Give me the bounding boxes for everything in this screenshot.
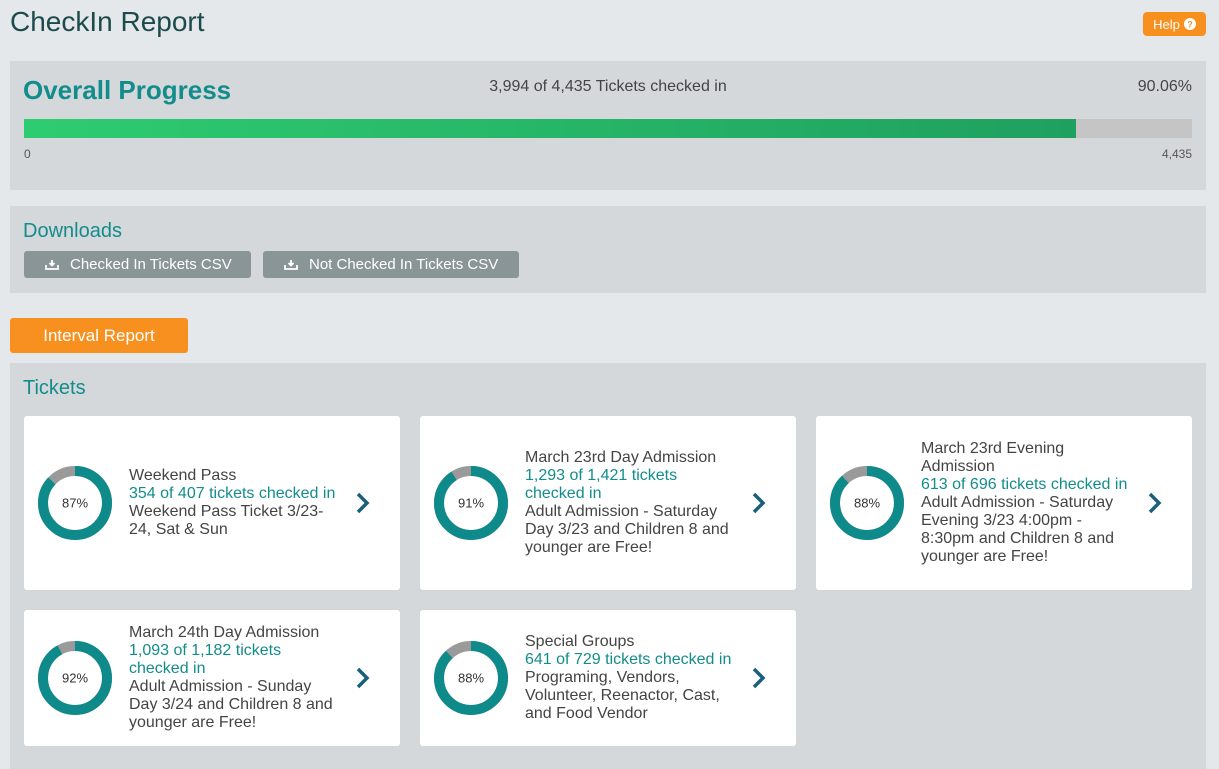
download-icon: [284, 259, 298, 270]
chevron-path: [752, 492, 766, 514]
progress-ring: 88%: [830, 466, 904, 540]
ticket-checked: 641 of 729 tickets checked in: [525, 651, 732, 668]
chevron[interactable]: [352, 665, 372, 691]
ring-label: 88%: [458, 671, 484, 686]
page-title: CheckIn Report: [10, 6, 205, 37]
tickets-panel: Tickets 87% Weekend Pass 354 of 407 ticket…: [10, 363, 1206, 769]
download-icon: [45, 259, 59, 270]
download-button[interactable]: Checked In Tickets CSV: [24, 251, 251, 278]
download-label: Not Checked In Tickets CSV: [309, 256, 499, 273]
ticket-name: March 23rd Day Admission: [525, 449, 717, 466]
chevron[interactable]: [748, 490, 768, 516]
ticket-text: Weekend Pass 354 of 407 tickets checked i…: [129, 467, 344, 539]
progress-fill: [24, 119, 1076, 138]
ring-fill: [434, 466, 508, 540]
progress-ring: 87%: [38, 466, 112, 540]
ring-fill: [38, 641, 112, 715]
ticket-checked: 1,093 of 1,182 tickets checked in: [129, 642, 282, 677]
overall-panel: Overall Progress 3,994 of 4,435 Tickets …: [10, 61, 1206, 190]
ticket-checked: 1,293 of 1,421 tickets checked in: [525, 467, 678, 502]
ticket-description: Weekend Pass Ticket 3/23-24, Sat & Sun: [129, 503, 324, 538]
progress-ring: 92%: [38, 641, 112, 715]
help-icon: ?: [1183, 18, 1196, 30]
downloads-panel: Downloads Checked In Tickets CSV Not Che…: [10, 206, 1206, 293]
ticket-name: March 24th Day Admission: [129, 624, 320, 641]
ticket-card[interactable]: 92% March 24th Day Admission 1,093 of 1,18…: [24, 610, 400, 746]
ticket-description: Adult Admission - Sunday Day 3/24 and Ch…: [129, 678, 333, 731]
chevron[interactable]: [1144, 490, 1164, 516]
ticket-description: Adult Admission - Saturday Evening 3/23 …: [921, 494, 1115, 565]
help-button[interactable]: Help?: [1143, 12, 1206, 36]
overall-title: Overall Progress: [23, 75, 232, 105]
chevron-path: [356, 667, 370, 689]
chevron-path: [356, 492, 370, 514]
progress-ring: 91%: [434, 466, 508, 540]
download-label: Checked In Tickets CSV: [70, 256, 232, 273]
ring-fill: [38, 466, 112, 540]
ring-label: 88%: [854, 496, 880, 511]
progress-track: [24, 119, 1192, 138]
ring-fill: [434, 641, 508, 715]
downloads-title: Downloads: [23, 220, 122, 242]
ticket-name: Weekend Pass: [129, 467, 237, 484]
help-label: Help: [1153, 16, 1180, 32]
overall-summary: 3,994 of 4,435 Tickets checked in: [489, 78, 727, 95]
ticket-description: Adult Admission - Saturday Day 3/23 and …: [525, 503, 729, 556]
ring-label: 91%: [458, 496, 484, 511]
svg-text:?: ?: [1187, 20, 1193, 30]
progress-ring: 88%: [434, 641, 508, 715]
overall-percent: 90.06%: [1137, 78, 1192, 95]
ring-label: 87%: [62, 496, 88, 511]
interval-report-button[interactable]: Interval Report: [10, 318, 188, 353]
download-button[interactable]: Not Checked In Tickets CSV: [263, 251, 519, 278]
ticket-name: Special Groups: [525, 633, 635, 650]
ring-label: 92%: [62, 671, 88, 686]
scale-min: 0: [24, 147, 31, 161]
chevron-path: [752, 667, 766, 689]
chevron-path: [1148, 492, 1162, 514]
ring-fill: [830, 466, 904, 540]
tickets-title: Tickets: [23, 377, 86, 399]
ticket-text: March 23rd Evening Admission 613 of 696 t…: [921, 440, 1136, 566]
ticket-description: Programing, Vendors, Volunteer, Reenacto…: [525, 669, 720, 722]
ticket-checked: 613 of 696 tickets checked in: [921, 476, 1128, 493]
ticket-card[interactable]: 88% March 23rd Evening Admission 613 of 69…: [816, 416, 1192, 590]
ticket-checked: 354 of 407 tickets checked in: [129, 485, 336, 502]
ticket-text: March 24th Day Admission 1,093 of 1,182 t…: [129, 624, 344, 732]
ticket-card[interactable]: 87% Weekend Pass 354 of 407 tickets checke…: [24, 416, 400, 590]
ticket-text: March 23rd Day Admission 1,293 of 1,421 t…: [525, 449, 740, 557]
ticket-card[interactable]: 91% March 23rd Day Admission 1,293 of 1,42…: [420, 416, 796, 590]
scale-max: 4,435: [1161, 147, 1192, 161]
ticket-name: March 23rd Evening Admission: [921, 440, 1065, 475]
ticket-card[interactable]: 88% Special Groups 641 of 729 tickets chec…: [420, 610, 796, 746]
chevron[interactable]: [748, 665, 768, 691]
ticket-text: Special Groups 641 of 729 tickets checked…: [525, 633, 740, 723]
chevron[interactable]: [352, 490, 372, 516]
